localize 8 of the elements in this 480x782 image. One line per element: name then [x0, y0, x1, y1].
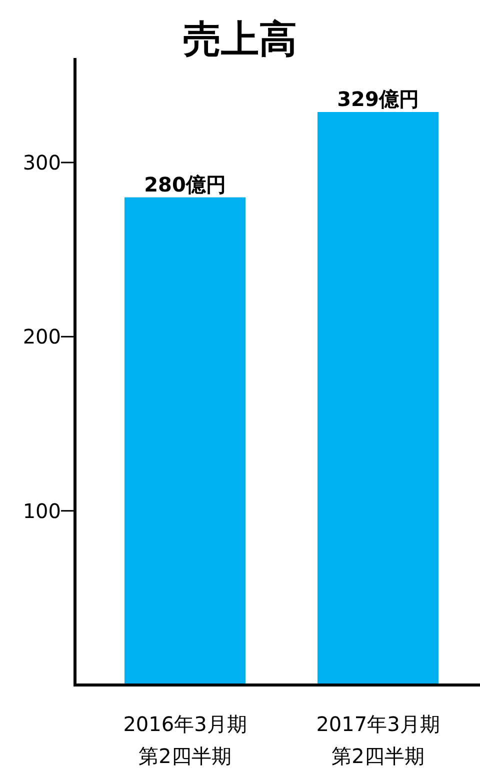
chart-title: 売上高 — [183, 17, 297, 61]
x-tick-label: 2017年3月期第2四半期 — [316, 712, 440, 768]
x-tick-label: 2016年3月期第2四半期 — [123, 712, 247, 768]
y-tick-label: 200 — [22, 324, 61, 349]
data-label: 280億円 — [144, 172, 226, 196]
data-label: 329億円 — [337, 86, 419, 111]
y-tick-label: 100 — [22, 498, 61, 523]
y-tick-label: 300 — [22, 150, 61, 174]
